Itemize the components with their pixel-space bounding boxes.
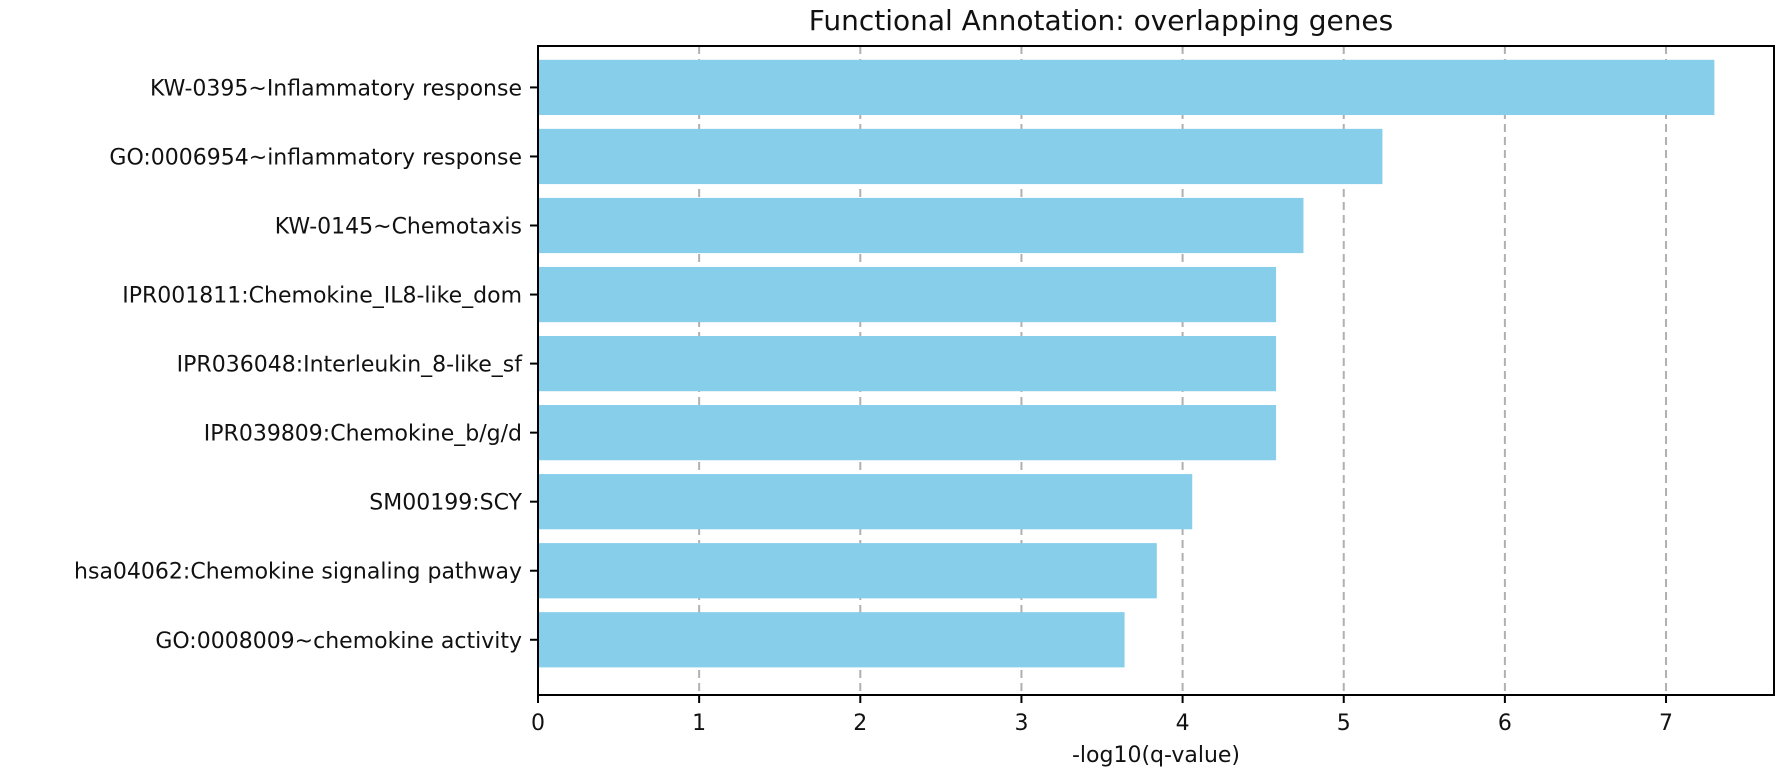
- x-tick-label: 3: [1014, 711, 1028, 736]
- y-axis-ticks: KW-0395~Inflammatory response GO:0006954~…: [74, 76, 538, 654]
- bar: [538, 335, 1277, 392]
- x-tick-label: 0: [531, 711, 545, 736]
- y-tick-label: KW-0395~Inflammatory response: [150, 76, 522, 101]
- y-tick-label: IPR036048:Interleukin_8-like_sf: [177, 353, 524, 378]
- y-tick-label: GO:0008009~chemokine activity: [155, 629, 522, 654]
- y-tick-label: SM00199:SCY: [369, 491, 522, 516]
- x-tick-label: 5: [1337, 711, 1351, 736]
- x-axis-ticks: 0 1 2 3 4 5 6 7: [531, 695, 1673, 736]
- y-tick-label: hsa04062:Chemokine signaling pathway: [74, 560, 522, 585]
- x-tick-label: 1: [692, 711, 706, 736]
- x-tick-label: 4: [1176, 711, 1190, 736]
- bar: [538, 612, 1125, 668]
- y-tick-label: GO:0006954~inflammatory response: [109, 145, 522, 170]
- bar: [538, 266, 1277, 323]
- y-tick-label: IPR039809:Chemokine_b/g/d: [204, 422, 522, 447]
- bar: [538, 405, 1277, 461]
- x-tick-label: 2: [853, 711, 867, 736]
- x-tick-label: 6: [1498, 711, 1512, 736]
- x-tick-label: 7: [1659, 711, 1673, 736]
- y-tick-label: KW-0145~Chemotaxis: [275, 215, 522, 240]
- bar: [538, 474, 1193, 530]
- bar: [538, 59, 1715, 116]
- plot-frame: [537, 45, 1775, 696]
- bar: [538, 128, 1383, 185]
- x-axis-label: -log10(q-value): [1072, 743, 1240, 768]
- y-tick-label: IPR001811:Chemokine_IL8-like_dom: [122, 284, 522, 309]
- bar: [538, 543, 1157, 599]
- bar: [538, 197, 1304, 254]
- chart-title: Functional Annotation: overlapping genes: [809, 4, 1394, 37]
- bars: [538, 59, 1715, 668]
